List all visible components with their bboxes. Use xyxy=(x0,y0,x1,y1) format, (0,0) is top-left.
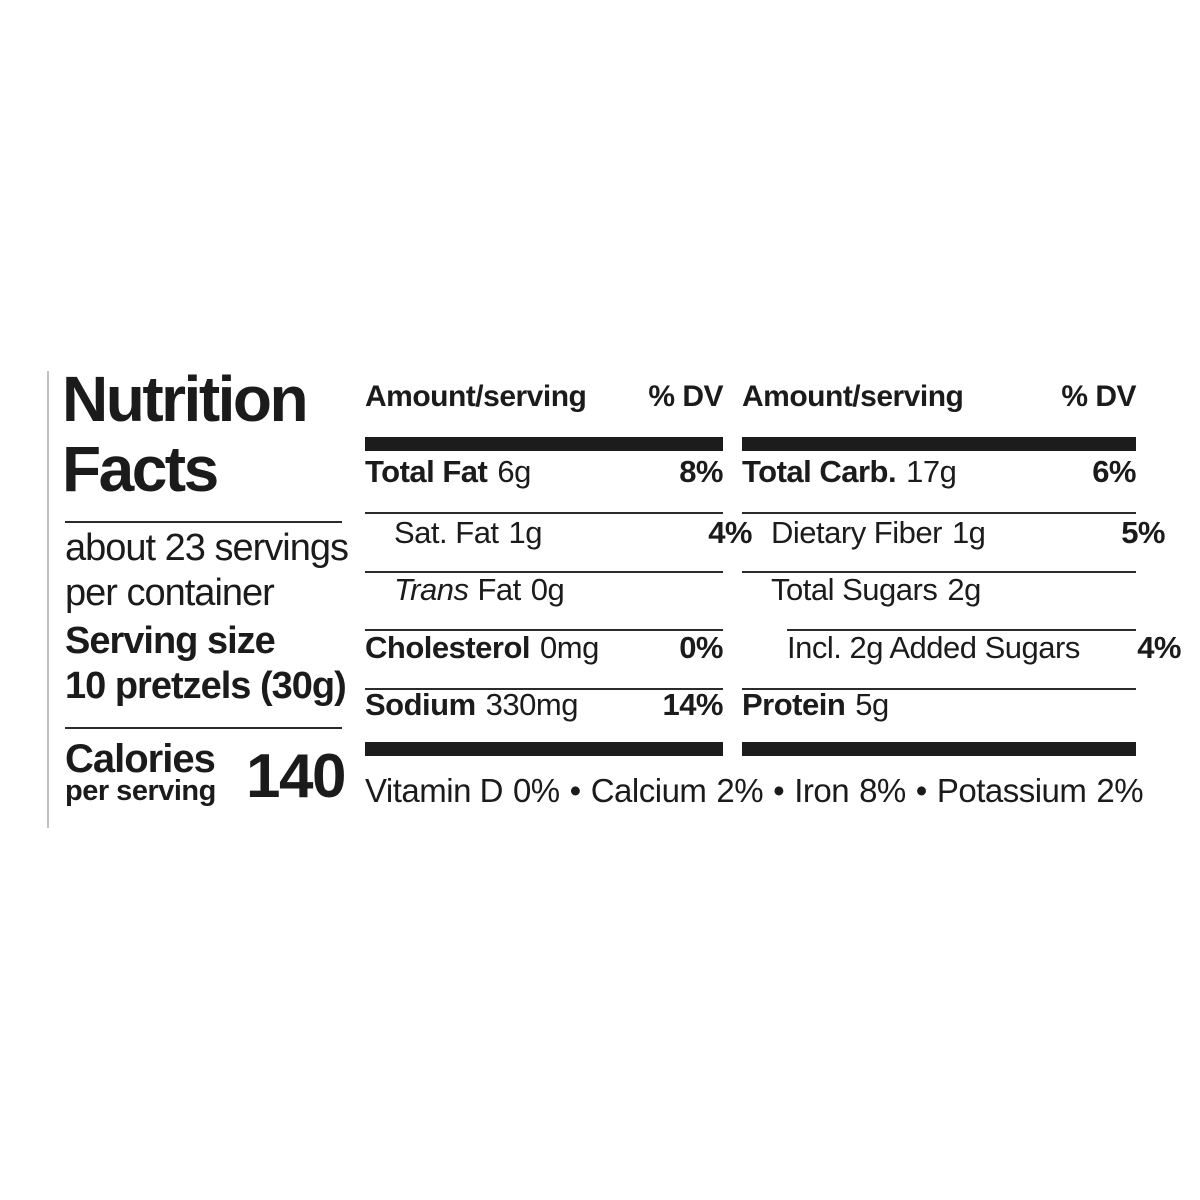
panel-title-line1: Nutrition xyxy=(62,363,309,435)
nutrient-dv: 8% xyxy=(679,454,723,489)
micronutrient-name: Calcium xyxy=(590,772,707,809)
micronutrient-dv: 2% xyxy=(1096,772,1144,809)
divider xyxy=(787,629,1136,631)
nutrient-row-added-sugars: Incl. 2g Added Sugars 4% xyxy=(742,628,1181,668)
micronutrient-dv: 0% xyxy=(512,772,560,809)
nutrient-dv: 14% xyxy=(662,687,723,722)
micronutrient-dv: 8% xyxy=(859,772,906,809)
micronutrient-name: Iron xyxy=(794,772,850,809)
servings-line1: about 23 servings xyxy=(65,527,349,569)
nutrient-name: Dietary Fiber 1g xyxy=(771,515,986,550)
nutrient-column-carb-protein: Amount/serving % DV Total Carb. 17g 6% Di… xyxy=(742,380,1181,770)
nutrient-name: Total Carb. 17g xyxy=(742,454,957,489)
percent-dv-header: % DV xyxy=(648,380,723,413)
calories-value: 140 xyxy=(246,742,346,811)
nutrient-name: Total Sugars 2g xyxy=(771,572,981,607)
thick-bar xyxy=(365,742,723,756)
bullet-separator: • xyxy=(569,772,582,809)
thick-bar xyxy=(742,437,1136,451)
nutrient-name: Incl. 2g Added Sugars xyxy=(787,630,1080,665)
serving-size-value: 10 pretzels (30g) xyxy=(65,665,347,707)
nutrient-row-sat-fat: Sat. Fat 1g 4% xyxy=(365,513,752,553)
nutrient-dv: 0% xyxy=(679,630,723,665)
nutrient-name: Sat. Fat 1g xyxy=(394,515,543,550)
servings-per-container: about 23 servings per container xyxy=(65,526,349,616)
nutrient-name: Total Fat 6g xyxy=(365,454,531,489)
micronutrient-name: Potassium xyxy=(936,772,1087,809)
nutrient-name: Sodium 330mg xyxy=(365,687,578,722)
amount-per-serving-header: Amount/serving xyxy=(742,380,964,413)
nutrient-row-trans-fat: Trans Fat 0g xyxy=(365,570,752,610)
nutrient-row-dietary-fiber: Dietary Fiber 1g 5% xyxy=(742,513,1165,553)
divider xyxy=(65,727,342,729)
divider xyxy=(365,512,723,514)
column-header: Amount/serving % DV xyxy=(742,380,1136,414)
serving-size-label: Serving size xyxy=(65,620,276,662)
nutrient-name: Protein 5g xyxy=(742,687,889,722)
nutrient-row-sodium: Sodium 330mg 14% xyxy=(365,685,723,725)
nutrient-column-fat-sodium: Amount/serving % DV Total Fat 6g 8% Sat. … xyxy=(365,380,752,770)
package-edge-line xyxy=(47,371,49,828)
thick-bar xyxy=(742,742,1136,756)
divider xyxy=(742,512,1136,514)
divider xyxy=(742,571,1136,573)
divider xyxy=(742,688,1136,690)
serving-size: Serving size 10 pretzels (30g) xyxy=(65,619,347,709)
panel-title: Nutrition Facts xyxy=(62,363,309,505)
divider xyxy=(65,521,342,523)
thick-bar xyxy=(365,437,723,451)
nutrient-dv: 4% xyxy=(708,515,752,550)
nutrient-row-total-fat: Total Fat 6g 8% xyxy=(365,452,723,492)
calories-label: Calories xyxy=(65,737,216,781)
nutrient-name: Cholesterol 0mg xyxy=(365,630,599,665)
micronutrient-name: Vitamin D xyxy=(365,772,503,809)
divider xyxy=(365,629,723,631)
bullet-separator: • xyxy=(773,772,785,809)
nutrient-dv: 5% xyxy=(1121,515,1165,550)
nutrient-row-total-carb: Total Carb. 17g 6% xyxy=(742,452,1136,492)
nutrient-row-total-sugars: Total Sugars 2g xyxy=(742,570,1165,610)
micronutrient-dv: 2% xyxy=(716,772,764,809)
column-header: Amount/serving % DV xyxy=(365,380,723,414)
nutrient-dv: 6% xyxy=(1092,454,1136,489)
amount-per-serving-header: Amount/serving xyxy=(365,380,587,413)
percent-dv-header: % DV xyxy=(1061,380,1136,413)
bullet-separator: • xyxy=(915,772,928,809)
panel-title-line2: Facts xyxy=(62,433,219,505)
servings-line2: per container xyxy=(65,572,275,614)
divider xyxy=(365,688,723,690)
nutrient-dv: 4% xyxy=(1137,630,1181,665)
nutrient-name: Trans Fat 0g xyxy=(394,572,565,607)
nutrient-row-protein: Protein 5g xyxy=(742,685,1136,725)
nutrient-row-cholesterol: Cholesterol 0mg 0% xyxy=(365,628,723,668)
calories-sublabel: per serving xyxy=(65,775,216,807)
divider xyxy=(365,571,723,573)
micronutrients-line: Vitamin D 0% • Calcium 2% • Iron 8% • Po… xyxy=(365,771,1144,811)
